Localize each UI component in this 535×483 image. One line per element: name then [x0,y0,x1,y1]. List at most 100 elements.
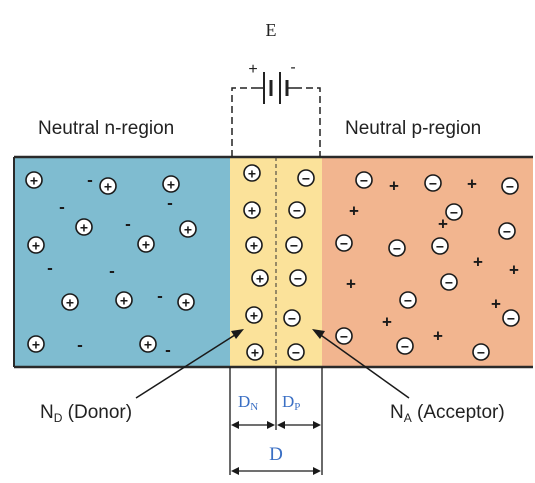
electron: - [157,287,163,306]
dimension-arrowheads [231,421,321,475]
svg-text:−: − [294,271,302,287]
acceptor-ion: − [501,177,519,195]
donor-ion: + [177,293,195,311]
donor-label-rest: (Donor) [62,402,132,423]
svg-text:+: + [142,237,150,253]
svg-text:−: − [506,179,514,195]
hole: + [491,295,501,314]
donor-ion: + [115,291,133,309]
hole: + [382,313,392,332]
acceptor-label: NA (Acceptor) [390,402,505,425]
battery-label: E [266,20,277,40]
svg-text:−: − [429,176,437,192]
hole: + [389,177,399,196]
acceptor-ion: − [440,273,458,291]
electron: - [125,215,131,234]
acceptor-ion: − [396,337,414,355]
electron: - [109,262,115,281]
svg-text:+: + [248,203,256,219]
svg-text:+: + [32,337,40,353]
n-region-block [14,157,230,367]
donor-label-main: N [40,402,54,423]
hole: + [346,275,356,294]
dp-width-subscript: P [294,401,300,413]
donor-ion: + [25,171,43,189]
donor-ion: + [162,175,180,193]
svg-text:+: + [144,337,152,353]
donor-label: ND (Donor) [40,402,132,425]
depletion-donor-ion: + [243,201,261,219]
svg-text:−: − [288,311,296,327]
donor-pointer-arrow [135,329,244,399]
acceptor-ion: − [355,171,373,189]
acceptor-ion: − [445,203,463,221]
svg-text:−: − [477,345,485,361]
svg-text:−: − [404,293,412,309]
depletion-acceptor-ion: − [297,169,315,187]
hole: + [438,215,448,234]
acceptor-ion: − [431,237,449,255]
hole: + [473,253,483,272]
hole: + [433,327,443,346]
acceptor-ion: − [335,234,353,252]
svg-text:+: + [251,345,259,361]
svg-text:+: + [182,295,190,311]
donor-ion: + [99,177,117,195]
svg-text:+: + [250,238,258,254]
n-region-label: Neutral n-region [38,118,174,139]
svg-text:+: + [184,222,192,238]
svg-text:−: − [401,339,409,355]
svg-text:−: − [436,239,444,255]
svg-text:−: − [292,345,300,361]
hole: + [349,202,359,221]
charge-carriers-and-ions: + + ++ ++ ++ + ++ +-- --- --- -++++++−−−−−−− − −−− − −… [25,164,520,361]
depletion-donor-ion: + [245,306,263,324]
svg-text:−: − [340,329,348,345]
dn-width-subscript: N [250,401,258,413]
svg-text:−: − [360,173,368,189]
donor-ion: + [75,218,93,236]
acceptor-ion: − [498,222,516,240]
svg-text:+: + [250,308,258,324]
donor-ion: + [137,235,155,253]
depletion-acceptor-ion: − [287,343,305,361]
depletion-donor-ion: + [243,164,261,182]
depletion-acceptor-ion: − [288,201,306,219]
svg-text:+: + [248,166,256,182]
p-region-label: Neutral p-region [345,118,481,139]
svg-text:+: + [256,271,264,287]
dp-width-label: DP [282,392,300,413]
battery-plus-sign: + [248,61,257,78]
svg-text:−: − [507,311,515,327]
p-region-block [322,157,533,367]
depletion-donor-ion: + [246,343,264,361]
svg-text:−: − [450,205,458,221]
electron: - [87,171,93,190]
dp-width-main: D [282,392,294,411]
electron: - [77,336,83,355]
svg-text:−: − [290,238,298,254]
electron: - [165,341,171,360]
battery-minus-sign: - [290,59,295,76]
acceptor-ion: − [388,239,406,257]
svg-text:−: − [340,236,348,252]
svg-text:+: + [32,238,40,254]
acceptor-ion: − [335,327,353,345]
acceptor-label-rest: (Acceptor) [412,402,505,423]
hole: + [509,261,519,280]
acceptor-ion: − [472,343,490,361]
acceptor-ion: − [424,174,442,192]
acceptor-ion: − [502,309,520,327]
donor-ion: + [61,293,79,311]
donor-label-subscript: D [54,411,63,425]
svg-text:+: + [104,179,112,195]
electron: - [167,194,173,213]
depletion-acceptor-ion: − [285,236,303,254]
donor-ion: + [27,335,45,353]
donor-ion: + [27,236,45,254]
svg-text:+: + [66,295,74,311]
dn-width-label: DN [238,392,258,413]
electron: - [47,259,53,278]
hole: + [467,175,477,194]
acceptor-pointer-arrow [312,329,410,399]
